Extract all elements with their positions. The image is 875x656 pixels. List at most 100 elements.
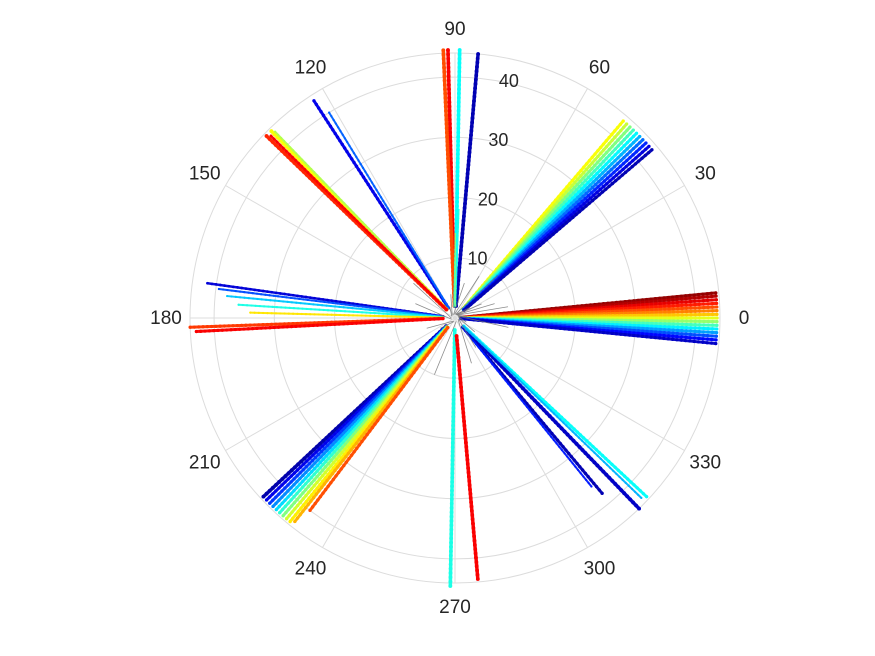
data-point xyxy=(301,491,305,495)
data-point xyxy=(625,158,629,163)
data-point xyxy=(563,452,566,455)
data-point xyxy=(580,328,584,333)
data-point xyxy=(278,292,282,295)
data-point xyxy=(532,324,537,328)
data-point xyxy=(305,453,310,458)
data-point xyxy=(553,409,557,414)
data-point xyxy=(326,438,331,442)
data-point xyxy=(457,269,461,274)
data-point xyxy=(604,156,609,161)
data-point xyxy=(381,315,385,318)
data-point xyxy=(452,328,457,332)
data-point xyxy=(449,514,454,519)
data-point xyxy=(488,359,491,362)
data-point xyxy=(383,208,387,212)
data-point xyxy=(580,448,585,452)
data-point xyxy=(457,56,462,61)
data-point xyxy=(702,305,706,310)
data-point xyxy=(610,331,614,336)
data-point xyxy=(269,322,274,327)
data-point xyxy=(637,316,641,320)
data-point xyxy=(343,137,347,140)
data-point xyxy=(277,498,281,502)
data-point xyxy=(312,484,316,488)
data-point xyxy=(637,159,641,163)
data-point xyxy=(456,100,461,105)
data-point xyxy=(569,189,574,193)
data-point xyxy=(321,113,326,117)
data-point xyxy=(571,327,575,332)
data-point xyxy=(580,439,584,442)
data-point xyxy=(615,472,618,475)
data-point xyxy=(340,142,344,147)
data-point xyxy=(412,370,416,375)
data-point xyxy=(463,440,468,445)
data-point xyxy=(457,213,460,215)
series-ray-40 xyxy=(237,303,445,319)
data-point xyxy=(445,139,450,144)
data-point xyxy=(310,464,314,468)
data-point xyxy=(657,296,662,300)
data-point xyxy=(292,312,295,315)
series-ray-39 xyxy=(226,294,445,318)
data-point xyxy=(448,553,453,558)
data-point xyxy=(390,219,394,223)
data-point xyxy=(599,157,603,161)
data-point xyxy=(558,326,562,330)
data-point xyxy=(243,291,246,294)
data-point xyxy=(623,325,628,330)
data-point xyxy=(645,313,650,317)
data-point xyxy=(702,326,706,331)
data-point xyxy=(571,196,575,200)
data-point xyxy=(428,317,432,321)
data-point xyxy=(351,307,354,310)
data-point xyxy=(308,508,312,513)
data-point xyxy=(249,311,252,314)
data-point xyxy=(326,462,331,466)
data-point xyxy=(280,136,283,140)
data-point xyxy=(321,468,325,472)
data-point xyxy=(632,328,636,333)
data-point xyxy=(276,295,280,298)
data-point xyxy=(567,327,571,331)
data-point xyxy=(583,196,587,201)
center-trace xyxy=(458,316,467,323)
data-point xyxy=(337,322,341,326)
data-point xyxy=(331,309,334,312)
data-point xyxy=(680,325,684,330)
data-point xyxy=(361,220,364,224)
data-point xyxy=(693,329,697,334)
data-point xyxy=(372,320,376,324)
data-point xyxy=(468,491,473,496)
data-point xyxy=(570,201,574,205)
data-point xyxy=(313,461,317,465)
data-point xyxy=(584,478,588,481)
data-point xyxy=(565,424,568,427)
data-point xyxy=(616,468,620,472)
data-point xyxy=(382,312,385,315)
data-point xyxy=(638,489,642,493)
data-point xyxy=(632,333,636,338)
data-point xyxy=(618,122,623,127)
data-point xyxy=(584,173,588,177)
data-point xyxy=(595,171,599,176)
data-point xyxy=(304,465,308,469)
data-point xyxy=(325,183,328,186)
center-trace xyxy=(455,275,498,315)
data-point xyxy=(321,457,325,461)
data-point xyxy=(326,298,329,302)
data-point xyxy=(613,135,617,139)
data-point xyxy=(445,152,450,157)
data-point xyxy=(407,315,410,318)
data-point xyxy=(562,188,566,192)
data-point xyxy=(319,300,322,303)
data-point xyxy=(287,513,292,518)
data-point xyxy=(584,167,589,172)
data-point xyxy=(236,286,239,289)
data-point xyxy=(261,494,266,499)
data-point xyxy=(443,299,446,302)
data-point xyxy=(654,305,658,309)
data-point xyxy=(689,316,693,320)
data-point xyxy=(715,327,719,331)
data-point xyxy=(654,313,658,317)
